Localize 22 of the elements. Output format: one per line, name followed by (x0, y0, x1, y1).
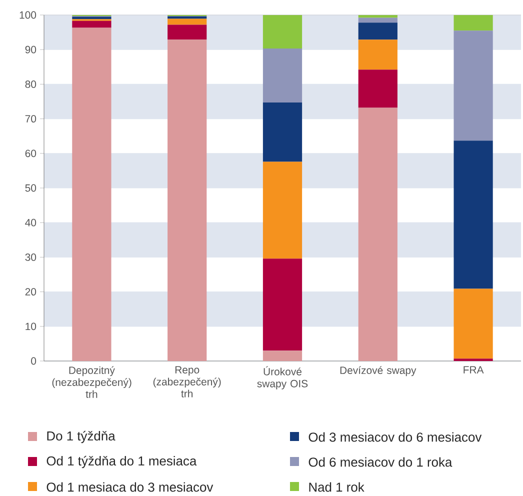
legend-label: Od 3 mesiacov do 6 mesiacov (308, 432, 482, 442)
legend-label: Od 6 mesiacov do 1 roka (308, 457, 452, 467)
y-tick-label: 0 (31, 357, 36, 365)
y-tick-label: 90 (25, 46, 36, 54)
x-tick-label: FRA (464, 366, 484, 374)
y-tick-label: 70 (25, 115, 36, 123)
x-tick-label: Depozitný (nezabezpečený) trh (52, 366, 132, 398)
legend-label: Do 1 týždňa (47, 430, 116, 444)
y-tick-label: 50 (25, 184, 36, 192)
legend-label: Nad 1 rok (309, 482, 364, 492)
y-tick-label: 60 (25, 150, 36, 158)
legend-label: Od 1 mesiaca do 3 mesiacov (46, 482, 214, 492)
x-tick-label: Devízové swapy (340, 366, 416, 376)
x-tick-label: Repo (zabezpečený) trh (153, 366, 221, 398)
y-tick-label: 80 (25, 80, 36, 88)
y-tick-label: 100 (20, 11, 36, 19)
y-tick-label: 20 (25, 288, 36, 296)
legend-label: Od 1 týždňa do 1 mesiaca (46, 456, 197, 468)
y-tick-label: 10 (26, 322, 36, 330)
y-tick-label: 30 (25, 254, 36, 261)
y-tick-label: 40 (25, 218, 36, 226)
x-tick-label: Úrokové swapy OIS (257, 366, 308, 390)
